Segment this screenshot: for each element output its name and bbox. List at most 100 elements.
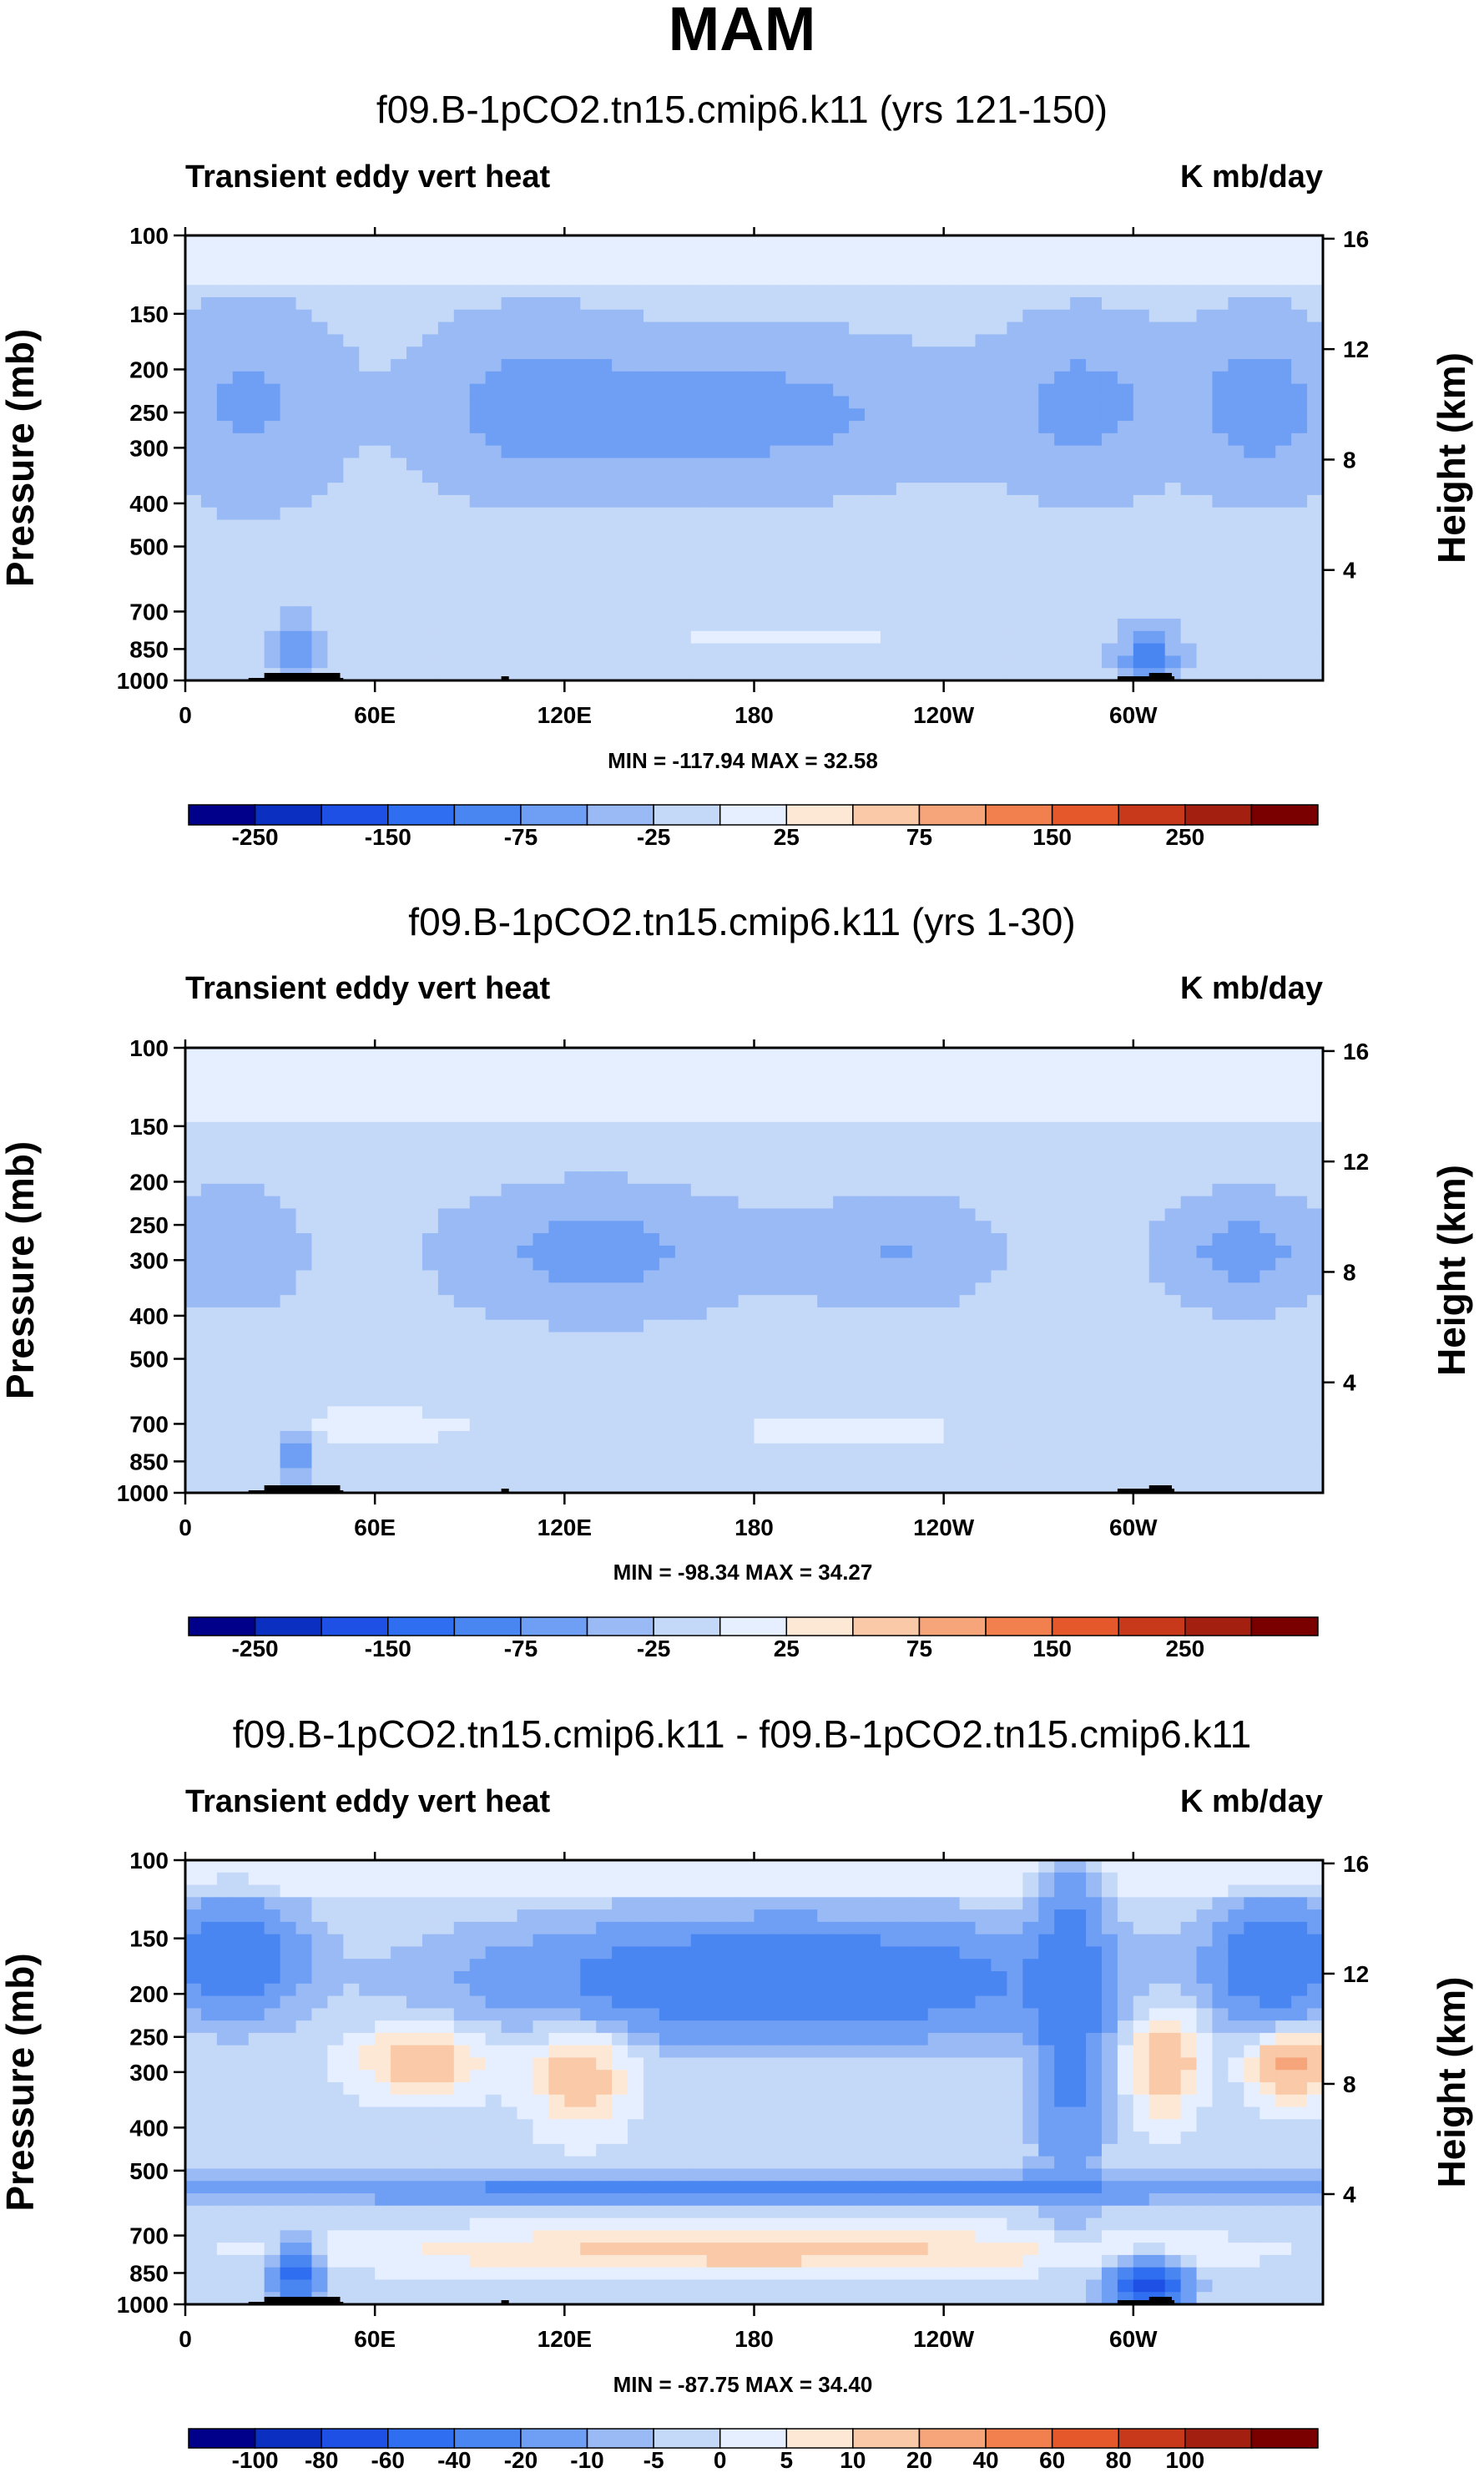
heatmap-cell [643, 359, 660, 372]
heatmap-cell [264, 1418, 281, 1432]
heatmap-cell [1228, 1208, 1244, 1221]
heatmap-cell [248, 1048, 265, 1061]
heatmap-cell [280, 483, 297, 496]
heatmap-cell [991, 396, 1007, 409]
heatmap-cell [406, 408, 423, 422]
heatmap-cell [391, 556, 407, 570]
heatmap-cell [311, 1418, 328, 1432]
heatmap-cell [1117, 1171, 1134, 1185]
heatmap-cell [880, 1171, 897, 1185]
heatmap-cell [880, 432, 897, 447]
heatmap-cell [1133, 297, 1150, 311]
heatmap-cell [406, 272, 423, 286]
heatmap-cell [517, 630, 534, 645]
heatmap-cell [295, 272, 313, 286]
heatmap-cell [469, 1196, 487, 1210]
heatmap-cell [1117, 507, 1134, 521]
heatmap-cell [485, 1368, 502, 1383]
heatmap-cell [1212, 408, 1229, 422]
heatmap-cell [1148, 359, 1166, 372]
heatmap-cell [596, 346, 613, 360]
heatmap-cell [311, 272, 328, 286]
heatmap-cell [280, 445, 297, 459]
heatmap-cell [185, 334, 202, 347]
heatmap-cell [453, 1221, 471, 1234]
colorbar-box [188, 804, 256, 826]
heatmap-cell [359, 359, 376, 372]
heatmap-cell [927, 1072, 945, 1086]
heatmap-cell [1259, 1332, 1276, 1345]
heatmap-cell [1180, 1146, 1198, 1160]
heatmap-cell [911, 396, 929, 409]
heatmap-cell [612, 470, 628, 483]
heatmap-cell [501, 1418, 518, 1432]
heatmap-cell [738, 1159, 755, 1172]
heatmap-cell [849, 1406, 866, 1419]
heatmap-cell [1307, 1134, 1324, 1148]
heatmap-cell [1291, 421, 1308, 434]
heatmap-cell [959, 1146, 977, 1160]
heatmap-cell [1164, 544, 1182, 558]
heatmap-cell [501, 1134, 518, 1148]
heatmap-cell [485, 247, 502, 261]
heatmap-cell [833, 606, 850, 619]
heatmap-cell [485, 1344, 502, 1358]
heatmap-cell [770, 1393, 786, 1407]
heatmap-cell [485, 1171, 502, 1185]
heatmap-cell [880, 519, 897, 533]
heatmap-cell [1180, 483, 1198, 496]
heatmap-cell [1022, 1085, 1039, 1098]
heatmap-cell [628, 1146, 644, 1160]
heatmap-cell [1086, 1344, 1103, 1358]
heatmap-cell [248, 532, 265, 545]
heatmap-cell [295, 1110, 313, 1123]
heatmap-cell [453, 1393, 471, 1407]
heatmap-cell [1212, 432, 1229, 447]
heatmap-cell [1228, 1059, 1244, 1074]
heatmap-cell [754, 1282, 771, 1296]
heatmap-cell [1212, 1159, 1229, 1172]
heatmap-cell [453, 1418, 471, 1432]
heatmap-cell [437, 569, 455, 583]
heatmap-cell [327, 606, 344, 619]
heatmap-cell [1101, 1146, 1118, 1160]
heatmap-cell [991, 483, 1007, 496]
heatmap-cell [975, 1196, 992, 1210]
heatmap-cell [1180, 1134, 1198, 1148]
heatmap-cell [1038, 1270, 1055, 1283]
heatmap-cell [248, 1257, 265, 1272]
colorbar-box [1051, 804, 1119, 826]
heatmap-cell [548, 470, 565, 483]
heatmap-cell [295, 470, 313, 483]
heatmap-cell [1117, 470, 1134, 483]
heatmap-cell [564, 483, 581, 496]
heatmap-cell [517, 507, 534, 521]
heatmap-cell [327, 483, 344, 496]
heatmap-cell [406, 1344, 423, 1358]
heatmap-cell [770, 445, 786, 459]
heatmap-cell [1228, 1171, 1244, 1185]
heatmap-cell [770, 235, 786, 249]
heatmap-cell [896, 643, 913, 656]
heatmap-cell [469, 272, 487, 286]
heatmap-cell [264, 1048, 281, 1061]
heatmap-cell [1148, 643, 1166, 656]
heatmap-cell [264, 507, 281, 521]
panel-1: f09.B-1pCO2.tn15.cmip6.k11 (yrs 121-150)… [0, 88, 1473, 850]
heatmap-cell [232, 470, 250, 483]
heatmap-cell [1038, 1319, 1055, 1333]
heatmap-cell [817, 643, 834, 656]
heatmap-cell [1054, 1134, 1071, 1148]
heatmap-cell [548, 1121, 565, 1135]
heatmap-cell [548, 260, 565, 274]
heatmap-cell [421, 408, 439, 422]
heatmap-cell [785, 359, 802, 372]
heatmap-cell [754, 1196, 771, 1210]
heatmap-cell [1007, 507, 1023, 521]
heatmap-cell [643, 1059, 660, 1074]
heatmap-cell [343, 1406, 360, 1419]
heatmap-cell [1133, 247, 1150, 261]
heatmap-cell [185, 483, 202, 496]
heatmap-cell [548, 483, 565, 496]
